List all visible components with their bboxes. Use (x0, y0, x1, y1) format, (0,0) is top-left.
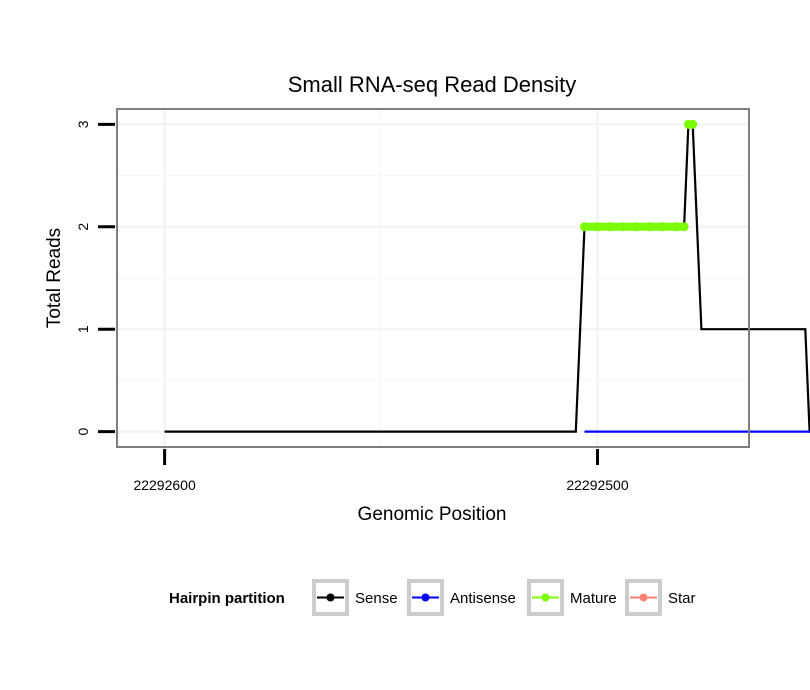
data-series (164, 119, 810, 433)
mature-point (618, 222, 628, 232)
chart-title: Small RNA-seq Read Density (288, 72, 577, 97)
mature-legend-marker (541, 593, 550, 602)
mature-point (688, 119, 698, 129)
plot-border (116, 108, 750, 448)
star-legend-marker (639, 593, 648, 602)
star-legend-label: Star (668, 590, 696, 607)
antisense-legend-label: Antisense (450, 590, 516, 607)
y-tick-label: 0 (75, 428, 91, 436)
y-axis-label: Total Reads (44, 228, 65, 328)
x-axis-label: Genomic Position (358, 504, 507, 525)
axis-ticks: 2229260022292500222924000123 (75, 120, 629, 493)
x-tick-label: 22292600 (133, 477, 196, 493)
antisense-legend-marker (421, 593, 430, 602)
legend-title: Hairpin partition (169, 590, 285, 607)
mature-point (670, 222, 680, 232)
mature-point (644, 222, 654, 232)
y-tick-label: 2 (75, 223, 91, 231)
mature-point (592, 222, 602, 232)
mature-point (605, 222, 615, 232)
sense-legend-label: Sense (355, 590, 398, 607)
mature-legend-label: Mature (570, 590, 617, 607)
mature-point (657, 222, 667, 232)
y-tick-label: 1 (75, 325, 91, 333)
mature-point (580, 222, 590, 232)
sense-legend-marker (326, 593, 335, 602)
grid-lines (117, 109, 749, 447)
mature-point (679, 222, 689, 232)
mature-point (631, 222, 641, 232)
legend: Hairpin partition Sense Antisense Mature Sta… (169, 579, 696, 616)
y-tick-label: 3 (75, 120, 91, 128)
x-tick-label: 22292500 (566, 477, 629, 493)
